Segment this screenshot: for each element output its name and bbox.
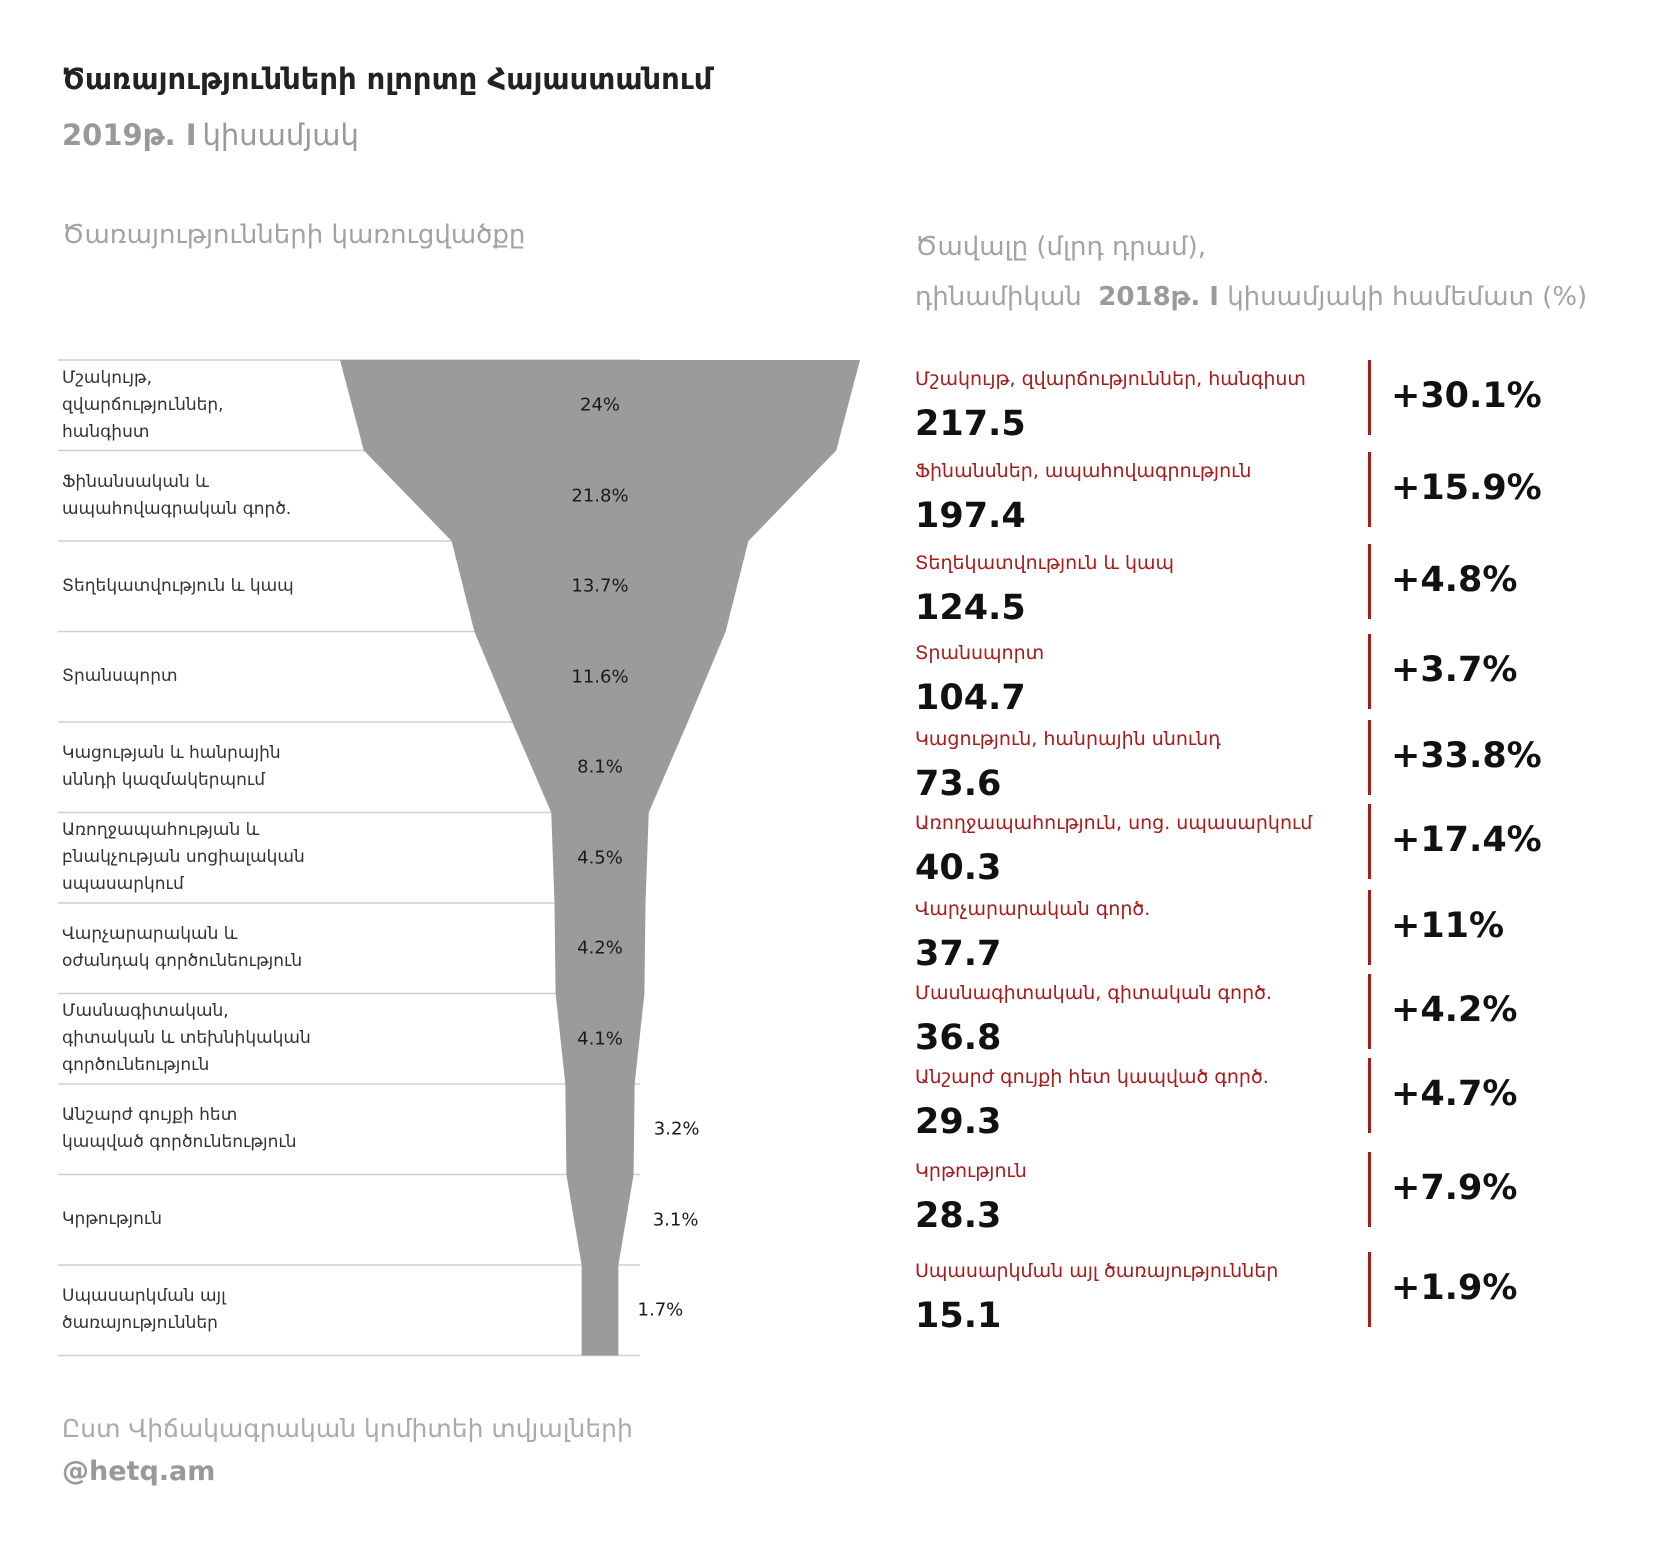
funnel-segment — [555, 993, 645, 1084]
volume-item-name: Կրթություն — [915, 1160, 1027, 1182]
volume-item-value: 28.3 — [915, 1196, 1002, 1236]
volume-item-name: Ֆինանսներ, ապահովագրություն — [915, 460, 1252, 482]
source-handle: @hetq.am — [62, 1456, 216, 1487]
category-label: Ֆինանսական և ապահովագրական գործ. — [62, 471, 292, 519]
funnel-segment — [512, 722, 688, 813]
category-label: Կացության և հանրային սննդի կազմակերպում — [62, 743, 281, 791]
volume-item-divider — [1368, 804, 1371, 879]
volume-heading-part-a: դինամիկան — [915, 282, 1082, 312]
volume-heading-line2: դինամիկան 2018թ. I կիսամյակի համեմատ (%) — [915, 272, 1587, 322]
volume-heading: Ծավալը (մլրդ դրամ), դինամիկան 2018թ. I կ… — [915, 222, 1587, 322]
category-label: Սպասարկման այլ ծառայություններ — [62, 1286, 226, 1334]
volume-item-value: 73.6 — [915, 764, 1002, 804]
volume-heading-line1: Ծավալը (մլրդ դրամ), — [915, 232, 1206, 262]
volume-item-divider — [1368, 720, 1371, 795]
volume-item-divider — [1368, 1152, 1371, 1227]
volume-item-name: Մասնագիտական, գիտական գործ. — [915, 982, 1272, 1004]
share-data-label: 24% — [579, 394, 621, 416]
funnel-segment — [566, 1174, 634, 1265]
volume-item-divider — [1368, 1252, 1371, 1327]
category-label: Վարչարարական և օժանդակ գործունեություն — [62, 924, 303, 972]
volume-item-change: +4.2% — [1391, 990, 1518, 1030]
volume-item-change: +4.8% — [1391, 560, 1518, 600]
volume-item-value: 40.3 — [915, 848, 1002, 888]
volume-item-change: +1.9% — [1391, 1268, 1518, 1308]
volume-item-change: +4.7% — [1391, 1074, 1518, 1114]
subtitle-year: 2019թ. I — [62, 118, 197, 152]
volume-item-name: Առողջապահություն, սոց. սպասարկում — [915, 812, 1313, 834]
funnel-segment — [554, 903, 646, 994]
share-data-label: 3.2% — [653, 1118, 700, 1140]
subtitle-period: կիսամյակ — [202, 118, 359, 152]
funnel-segment — [363, 450, 837, 541]
volume-item-divider — [1368, 634, 1371, 709]
volume-heading-part-b: 2018թ. I — [1098, 282, 1219, 312]
share-data-label: 3.1% — [652, 1209, 699, 1231]
share-data-label: 13.7% — [571, 575, 629, 597]
volume-item-change: +15.9% — [1391, 468, 1542, 508]
volume-item-change: +11% — [1391, 906, 1505, 946]
funnel-segment — [581, 1265, 619, 1356]
share-data-label: 4.2% — [577, 937, 623, 959]
funnel-segment — [451, 541, 749, 632]
volume-item-name: Կացություն, հանրային սնունդ — [915, 728, 1221, 750]
category-label: Տրանսպորտ — [62, 666, 178, 687]
volume-item-name: Մշակույթ, զվարճություններ, հանգիստ — [915, 368, 1306, 390]
funnel-segment — [551, 812, 649, 903]
volume-item-change: +7.9% — [1391, 1168, 1518, 1208]
volume-item-divider — [1368, 544, 1371, 619]
volume-item-value: 104.7 — [915, 678, 1026, 718]
category-label: Մշակույթ, զվարճություններ, հանգիստ — [62, 367, 224, 442]
category-label: Տեղեկատվություն և կապ — [62, 575, 294, 596]
volume-item-value: 124.5 — [915, 588, 1026, 628]
volume-item-name: Տեղեկատվություն և կապ — [915, 552, 1175, 574]
chart-title: Ծառայությունների ոլորտը Հայաստանում — [62, 62, 713, 96]
source-note: Ըստ Վիճակագրական կոմիտեի տվյալների — [62, 1414, 633, 1443]
volume-item-change: +3.7% — [1391, 650, 1518, 690]
share-data-label: 4.1% — [577, 1028, 623, 1050]
category-label: Կրթություն — [62, 1209, 163, 1230]
volume-item-value: 29.3 — [915, 1102, 1002, 1142]
volume-item-name: Տրանսպորտ — [915, 642, 1045, 664]
volume-item-value: 36.8 — [915, 1018, 1002, 1058]
funnel-segment — [565, 1084, 635, 1175]
volume-item-value: 37.7 — [915, 934, 1002, 974]
volume-item-name: Սպասարկման այլ ծառայություններ — [915, 1260, 1279, 1282]
volume-item-divider — [1368, 1058, 1371, 1133]
funnel-segment — [474, 631, 726, 722]
volume-item-value: 15.1 — [915, 1296, 1002, 1336]
volume-item-name: Անշարժ գույքի հետ կապված գործ. — [915, 1066, 1269, 1088]
volume-item-change: +33.8% — [1391, 736, 1542, 776]
volume-item-value: 197.4 — [915, 496, 1026, 536]
volume-item-change: +17.4% — [1391, 820, 1542, 860]
volume-item-name: Վարչարարական գործ. — [915, 898, 1151, 920]
share-data-label: 4.5% — [577, 847, 623, 869]
volume-item-divider — [1368, 890, 1371, 965]
volume-item-divider — [1368, 452, 1371, 527]
share-data-label: 11.6% — [571, 666, 629, 688]
category-label: Առողջապահության և բնակչության սոցիալական ս… — [62, 820, 305, 895]
funnel-segment — [340, 360, 860, 451]
share-data-label: 21.8% — [571, 485, 629, 507]
share-data-label: 8.1% — [577, 756, 623, 778]
structure-heading: Ծառայությունների կառուցվածքը — [62, 220, 526, 250]
category-label: Անշարժ գույքի հետ կապված գործունեություն — [62, 1105, 297, 1153]
volume-item-change: +30.1% — [1391, 376, 1542, 416]
volume-heading-part-c: կիսամյակի համեմատ (%) — [1227, 282, 1588, 312]
volume-item-divider — [1368, 974, 1371, 1049]
volume-item-value: 217.5 — [915, 404, 1026, 444]
share-data-label: 1.7% — [637, 1299, 684, 1321]
category-label: Մասնագիտական, գիտական և տեխնիկական գործուն… — [62, 1001, 311, 1076]
volume-item-divider — [1368, 360, 1371, 435]
